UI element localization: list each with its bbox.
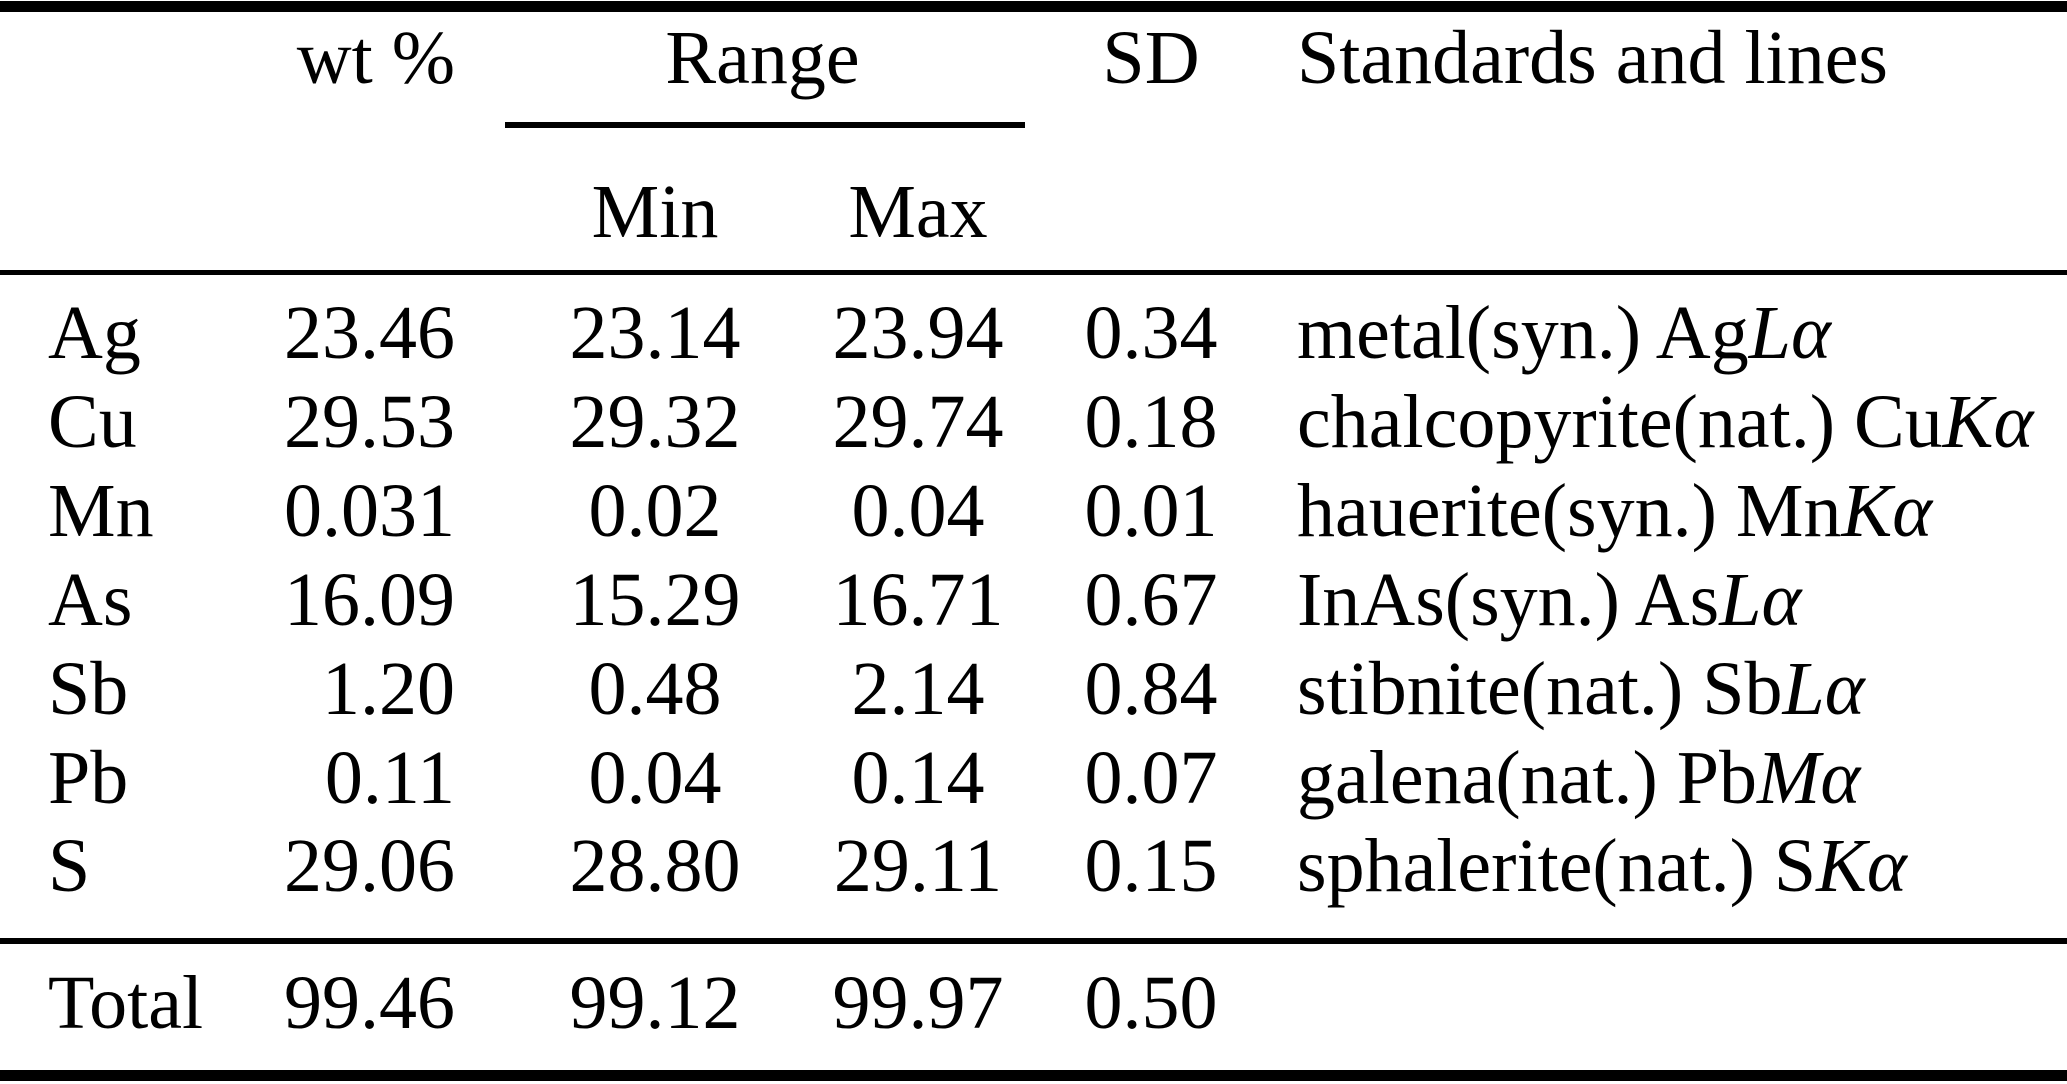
alpha-symbol: α bbox=[1866, 824, 1907, 908]
max-cell: 29.11 bbox=[833, 824, 1003, 908]
total-sd-cell: 0.50 bbox=[1084, 961, 1218, 1045]
min-cell: 29.32 bbox=[569, 380, 741, 464]
standard-cell: stibnite(nat.) SbLα bbox=[1297, 647, 1865, 731]
max-cell: 29.74 bbox=[832, 380, 1004, 464]
total-standard-blank bbox=[1256, 965, 2067, 1041]
wt-cell: 29.06 bbox=[284, 824, 455, 908]
max-cell: 2.14 bbox=[851, 647, 985, 731]
total-label: Total bbox=[48, 961, 204, 1045]
element-cell: As bbox=[48, 558, 133, 642]
total-wt-cell: 99.46 bbox=[284, 961, 455, 1045]
standard-cell: sphalerite(nat.) SKα bbox=[1297, 824, 1907, 908]
min-cell: 0.48 bbox=[588, 647, 722, 731]
table-row-total: Total 99.46 99.12 99.97 0.50 bbox=[0, 965, 2067, 1041]
element-cell: Pb bbox=[48, 736, 129, 820]
column-header-wt: wt % bbox=[296, 16, 455, 100]
xray-line-letter: L bbox=[1719, 558, 1762, 642]
table-row-cu: Cu 29.53 29.32 29.74 0.18 chalcopyrite(n… bbox=[0, 384, 2067, 460]
column-header-sd: SD bbox=[1102, 16, 1200, 100]
bottom-rule bbox=[0, 1070, 2067, 1081]
standard-cell: hauerite(syn.) MnKα bbox=[1297, 469, 1933, 553]
alpha-symbol: α bbox=[1790, 291, 1831, 375]
min-cell: 0.04 bbox=[588, 736, 722, 820]
max-cell: 16.71 bbox=[832, 558, 1004, 642]
table-row-ag: Ag 23.46 23.14 23.94 0.34 metal(syn.) Ag… bbox=[0, 295, 2067, 371]
standard-cell: chalcopyrite(nat.) CuKα bbox=[1297, 380, 2034, 464]
total-separator-rule bbox=[0, 938, 2067, 944]
sd-cell: 0.18 bbox=[1084, 380, 1218, 464]
standard-cell: metal(syn.) AgLα bbox=[1297, 291, 1831, 375]
table-row-s: S 29.06 28.80 29.11 0.15 sphalerite(nat.… bbox=[0, 828, 2067, 904]
header-row-2: Min Max bbox=[0, 174, 2067, 250]
alpha-symbol: α bbox=[1761, 558, 1802, 642]
element-cell: S bbox=[48, 824, 91, 908]
table-row-as: As 16.09 15.29 16.71 0.67 InAs(syn.) AsL… bbox=[0, 562, 2067, 638]
total-max-cell: 99.97 bbox=[832, 961, 1004, 1045]
xray-line-letter: L bbox=[1748, 291, 1791, 375]
xray-line-letter: K bbox=[1942, 380, 1994, 464]
xray-line-letter: K bbox=[1816, 824, 1867, 908]
wt-cell: 16.09 bbox=[284, 558, 455, 642]
standard-cell: galena(nat.) PbMα bbox=[1297, 736, 1861, 820]
column-header-standards: Standards and lines bbox=[1297, 16, 1889, 100]
table-row-mn: Mn 0.031 0.02 0.04 0.01 hauerite(syn.) M… bbox=[0, 473, 2067, 549]
max-cell: 0.14 bbox=[851, 736, 985, 820]
wt-cell: 29.53 bbox=[284, 380, 455, 464]
element-cell: Mn bbox=[48, 469, 154, 553]
wt-cell: 0.031 bbox=[284, 469, 455, 553]
header-element-blank bbox=[0, 20, 260, 96]
xray-line-letter: K bbox=[1841, 469, 1893, 553]
column-header-max: Max bbox=[848, 170, 988, 254]
alpha-symbol: α bbox=[1820, 736, 1861, 820]
header-row-1: wt % Range SD Standards and lines bbox=[0, 20, 2067, 96]
element-cell: Ag bbox=[48, 291, 141, 375]
total-min-cell: 99.12 bbox=[569, 961, 741, 1045]
range-underline bbox=[505, 122, 1025, 128]
element-cell: Sb bbox=[48, 647, 129, 731]
wt-cell: 0.11 bbox=[324, 736, 455, 820]
sd-cell: 0.34 bbox=[1084, 291, 1218, 375]
header-bottom-rule bbox=[0, 270, 2067, 275]
element-cell: Cu bbox=[48, 380, 137, 464]
min-cell: 23.14 bbox=[569, 291, 741, 375]
min-cell: 0.02 bbox=[588, 469, 722, 553]
wt-cell: 1.20 bbox=[322, 647, 455, 731]
min-cell: 15.29 bbox=[569, 558, 741, 642]
column-header-min: Min bbox=[591, 170, 719, 254]
table-row-pb: Pb 0.11 0.04 0.14 0.07 galena(nat.) PbMα bbox=[0, 740, 2067, 816]
top-rule bbox=[0, 1, 2067, 12]
xray-line-letter: L bbox=[1782, 647, 1825, 731]
table-row-sb: Sb 1.20 0.48 2.14 0.84 stibnite(nat.) Sb… bbox=[0, 651, 2067, 727]
alpha-symbol: α bbox=[1824, 647, 1865, 731]
max-cell: 0.04 bbox=[851, 469, 985, 553]
standard-cell: InAs(syn.) AsLα bbox=[1297, 558, 1802, 642]
alpha-symbol: α bbox=[1892, 469, 1933, 553]
xray-line-letter: M bbox=[1757, 736, 1821, 820]
sd-cell: 0.15 bbox=[1084, 824, 1218, 908]
min-cell: 28.80 bbox=[569, 824, 741, 908]
sd-cell: 0.84 bbox=[1084, 647, 1218, 731]
sd-cell: 0.01 bbox=[1084, 469, 1218, 553]
sd-cell: 0.07 bbox=[1084, 736, 1218, 820]
sd-cell: 0.67 bbox=[1084, 558, 1218, 642]
alpha-symbol: α bbox=[1993, 380, 2034, 464]
wt-cell: 23.46 bbox=[284, 291, 455, 375]
column-header-range: Range bbox=[665, 16, 860, 100]
max-cell: 23.94 bbox=[832, 291, 1004, 375]
